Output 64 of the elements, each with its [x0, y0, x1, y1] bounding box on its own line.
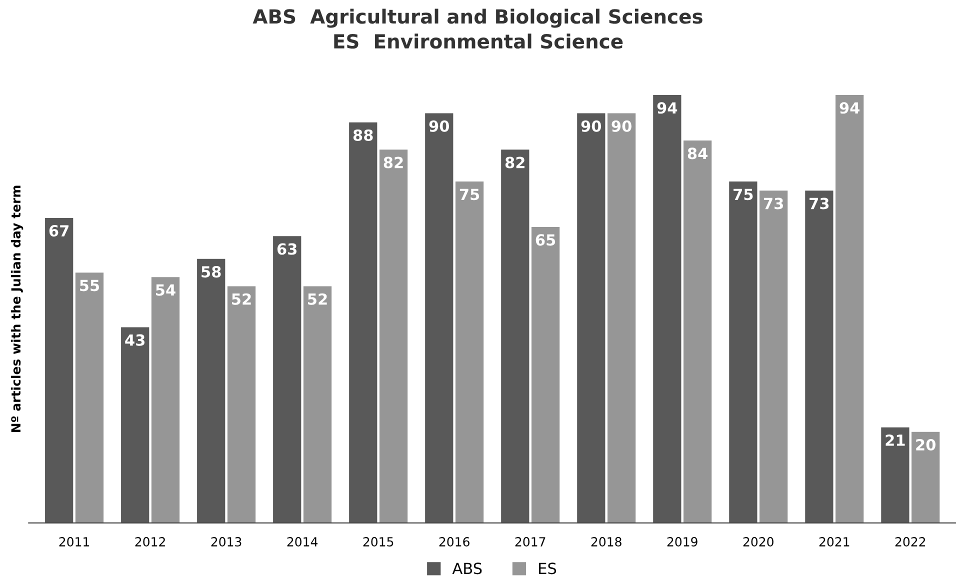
chart-title: ABS Agricultural and Biological Sciences ES Environmental Science	[252, 8, 702, 49]
legend-label: ES	[539, 562, 556, 574]
x-tick-label: 2022	[895, 537, 926, 547]
data-label: 90	[581, 120, 602, 132]
x-tick-label: 2017	[515, 537, 546, 547]
bar	[349, 122, 378, 523]
data-label: 94	[840, 102, 860, 114]
x-tick-label: 2011	[59, 537, 90, 547]
data-label: 94	[657, 102, 678, 114]
bar	[912, 432, 940, 523]
data-label: 82	[384, 156, 403, 168]
data-label: 88	[353, 129, 373, 141]
data-label: 73	[810, 198, 829, 210]
x-tick-label: 2013	[211, 537, 242, 547]
bar	[729, 182, 758, 523]
bar	[75, 272, 104, 523]
bar	[805, 190, 834, 523]
data-label: 82	[505, 156, 524, 168]
bar	[273, 236, 302, 523]
x-tick-label: 2016	[439, 537, 470, 547]
data-label: 90	[612, 120, 632, 132]
data-label: 90	[429, 120, 450, 132]
y-axis-title: Nº articles with the Julian day term	[10, 186, 24, 432]
bar	[227, 286, 256, 523]
x-tick-label: 2018	[591, 537, 622, 547]
data-label: 52	[308, 293, 327, 305]
data-label: 43	[125, 334, 145, 346]
data-label: 75	[734, 188, 753, 200]
bar	[836, 95, 864, 523]
x-tick-label: 2021	[819, 537, 850, 547]
data-label: 84	[688, 148, 708, 160]
x-tick-label: 2015	[363, 537, 394, 547]
legend-label: ABS	[452, 562, 482, 574]
bar	[684, 140, 712, 523]
data-label: 63	[277, 243, 297, 255]
bar	[607, 113, 636, 523]
bar	[303, 286, 332, 523]
data-label: 65	[536, 234, 556, 246]
data-label: 73	[764, 198, 783, 210]
bar	[151, 277, 180, 523]
bar	[501, 150, 530, 523]
data-label: 20	[916, 439, 936, 451]
x-tick-label: 2019	[667, 537, 698, 547]
data-label: 58	[202, 266, 221, 278]
data-label: 67	[49, 225, 68, 237]
bar	[653, 95, 682, 523]
bar	[379, 150, 408, 523]
bar	[197, 258, 226, 523]
bar	[455, 182, 484, 523]
data-label: 21	[886, 434, 905, 446]
bar	[531, 227, 560, 523]
x-tick-label: 2014	[287, 537, 318, 547]
bar	[45, 218, 74, 523]
x-tick-label: 2020	[743, 537, 774, 547]
data-label: 55	[80, 280, 100, 292]
data-label: 54	[156, 284, 176, 296]
bar	[760, 190, 788, 523]
bar	[881, 427, 910, 523]
bar	[577, 113, 606, 523]
bar	[121, 327, 150, 523]
data-label: 75	[460, 188, 480, 200]
x-tick-label: 2012	[135, 537, 165, 547]
bar	[425, 113, 454, 523]
data-label: 52	[232, 293, 251, 305]
